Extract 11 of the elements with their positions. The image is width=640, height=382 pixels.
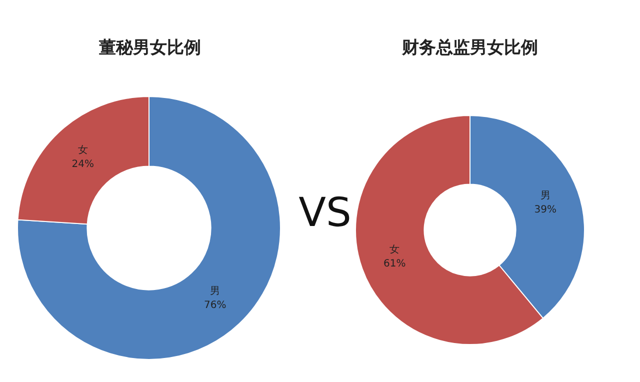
data-label: 39%	[534, 204, 557, 216]
text: VS	[298, 190, 352, 236]
slice-label: 女	[78, 144, 88, 156]
slice-label: 男	[540, 190, 550, 202]
slice-label: 女	[390, 244, 400, 256]
chart-title: 董秘男女比例	[98, 37, 202, 59]
data-label: 76%	[204, 300, 226, 312]
chart-title: 财务总监男女比例	[400, 37, 539, 59]
data-label: 61%	[383, 258, 406, 270]
slice-label: 男	[210, 286, 220, 298]
data-label: 24%	[72, 159, 94, 170]
